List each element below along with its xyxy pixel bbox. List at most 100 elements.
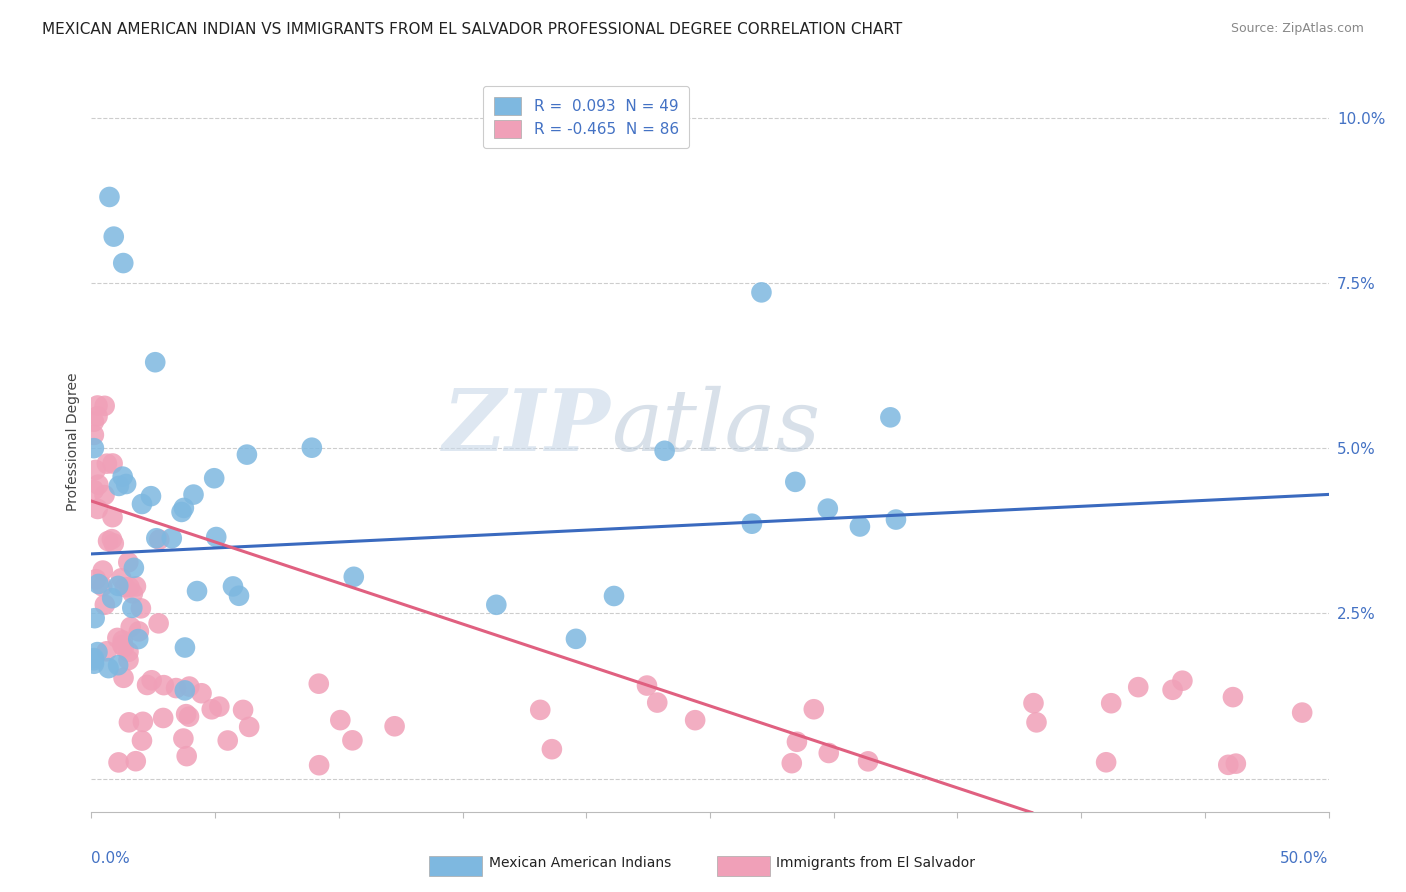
Point (91, 564, 114, 578)
Point (485, 598, 508, 612)
Text: atlas: atlas (612, 385, 820, 468)
Point (205, 530, 228, 544)
Point (148, 616, 170, 631)
Point (645, 696, 668, 710)
Point (683, 713, 706, 727)
Point (172, 731, 194, 746)
Point (86, 399, 108, 413)
Point (329, 713, 352, 727)
Point (115, 477, 138, 491)
Point (190, 686, 212, 700)
Point (117, 555, 139, 569)
Point (228, 589, 250, 603)
Point (105, 631, 128, 645)
Point (208, 699, 231, 714)
Point (97, 534, 120, 549)
Point (118, 715, 141, 730)
Point (129, 601, 152, 615)
Point (636, 679, 658, 693)
Text: 50.0%: 50.0% (1281, 851, 1329, 865)
Text: 0.0%: 0.0% (91, 851, 131, 865)
Point (541, 742, 564, 756)
Point (817, 746, 839, 760)
Point (238, 720, 260, 734)
Point (301, 441, 323, 455)
Point (96, 644, 118, 658)
Point (122, 561, 145, 575)
Point (83, 428, 105, 442)
Point (86, 645, 108, 659)
Point (1099, 696, 1122, 710)
Point (98, 190, 121, 204)
Point (111, 469, 134, 483)
Point (117, 645, 139, 659)
Point (217, 733, 239, 747)
Point (110, 571, 132, 585)
Point (87, 577, 110, 591)
Point (121, 600, 143, 615)
Point (107, 756, 129, 770)
Point (1022, 696, 1045, 710)
Point (170, 505, 193, 519)
Point (125, 579, 148, 593)
Point (565, 632, 588, 646)
Point (96, 457, 118, 471)
Point (121, 586, 143, 600)
Point (97, 661, 120, 675)
Point (107, 579, 129, 593)
Point (879, 410, 901, 425)
Point (131, 733, 153, 747)
Point (125, 754, 148, 768)
Point (132, 714, 155, 729)
Point (179, 680, 201, 694)
Point (83, 415, 105, 429)
Point (1095, 756, 1118, 770)
Point (111, 633, 134, 648)
Point (83, 653, 105, 667)
Point (232, 703, 254, 717)
Text: Immigrants from El Salvador: Immigrants from El Salvador (776, 856, 976, 871)
Point (1218, 757, 1240, 772)
Point (803, 702, 825, 716)
Point (201, 702, 224, 716)
Text: MEXICAN AMERICAN INDIAN VS IMMIGRANTS FROM EL SALVADOR PROFESSIONAL DEGREE CORRE: MEXICAN AMERICAN INDIAN VS IMMIGRANTS FR… (42, 22, 903, 37)
Y-axis label: Professional Degree: Professional Degree (66, 372, 80, 511)
Point (176, 749, 198, 764)
Point (165, 681, 187, 695)
Point (741, 516, 763, 531)
Point (183, 487, 205, 501)
Point (152, 678, 174, 692)
Point (103, 536, 125, 550)
Point (83, 611, 105, 625)
Point (152, 711, 174, 725)
Point (145, 531, 167, 545)
Point (94, 598, 117, 612)
Point (101, 591, 124, 606)
Point (112, 671, 135, 685)
Point (86, 409, 108, 424)
Point (93, 399, 115, 413)
Point (101, 457, 124, 471)
Point (603, 589, 626, 603)
Point (86, 502, 108, 516)
Legend: R =  0.093  N = 49, R = -0.465  N = 86: R = 0.093 N = 49, R = -0.465 N = 86 (484, 87, 689, 148)
Point (131, 497, 153, 511)
Point (87, 477, 110, 491)
Point (751, 285, 773, 300)
Point (1161, 682, 1184, 697)
Point (173, 500, 195, 515)
Text: ZIP: ZIP (443, 385, 612, 468)
Point (174, 640, 197, 655)
Point (91, 579, 114, 593)
Point (127, 632, 149, 646)
Point (101, 510, 124, 524)
Point (112, 640, 135, 655)
Point (202, 471, 225, 485)
Point (384, 719, 406, 733)
Point (174, 707, 197, 722)
Point (856, 755, 879, 769)
Point (186, 584, 208, 599)
Text: Source: ZipAtlas.com: Source: ZipAtlas.com (1230, 22, 1364, 36)
Point (107, 658, 129, 673)
Point (84, 463, 107, 477)
